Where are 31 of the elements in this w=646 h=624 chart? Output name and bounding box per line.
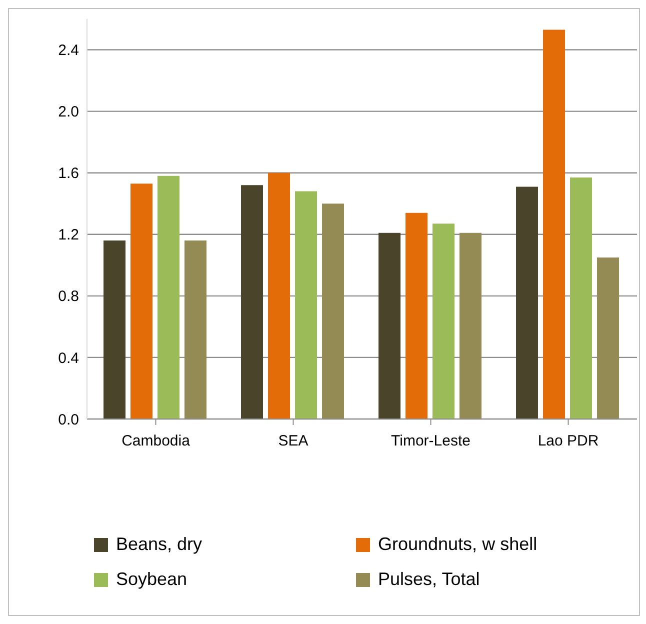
bar [406,212,428,419]
x-tick-label: Timor-Leste [391,432,470,450]
y-tick-label: 2.4 [58,42,79,60]
legend-label: Soybean [116,569,188,590]
legend-label: Beans, dry [116,534,202,555]
x-tick-label: SEA [278,432,308,450]
bar [104,240,126,419]
bar [268,172,290,419]
bar [460,232,482,419]
x-tick-label: Cambodia [122,432,191,450]
y-tick-label: 0.8 [58,288,79,306]
y-tick-label: 1.6 [58,165,79,182]
bar [130,184,152,419]
bar [543,30,565,419]
bar [158,176,180,419]
bar [184,240,206,419]
legend-label: Groundnuts, w shell [378,534,538,555]
y-tick-label: 2.0 [58,104,79,121]
y-tick-label: 0.0 [58,411,79,428]
legend-label: Pulses, Total [378,569,480,590]
bar [295,191,317,419]
bar [432,224,454,419]
x-tick-label: Lao PDR [538,432,599,450]
bar [516,186,538,419]
bar [597,257,619,419]
y-tick-label: 0.4 [58,350,79,367]
bar [241,185,263,419]
y-tick-label: 1.2 [58,226,79,244]
bar [322,204,344,419]
bar [570,177,592,419]
bar [378,232,400,419]
